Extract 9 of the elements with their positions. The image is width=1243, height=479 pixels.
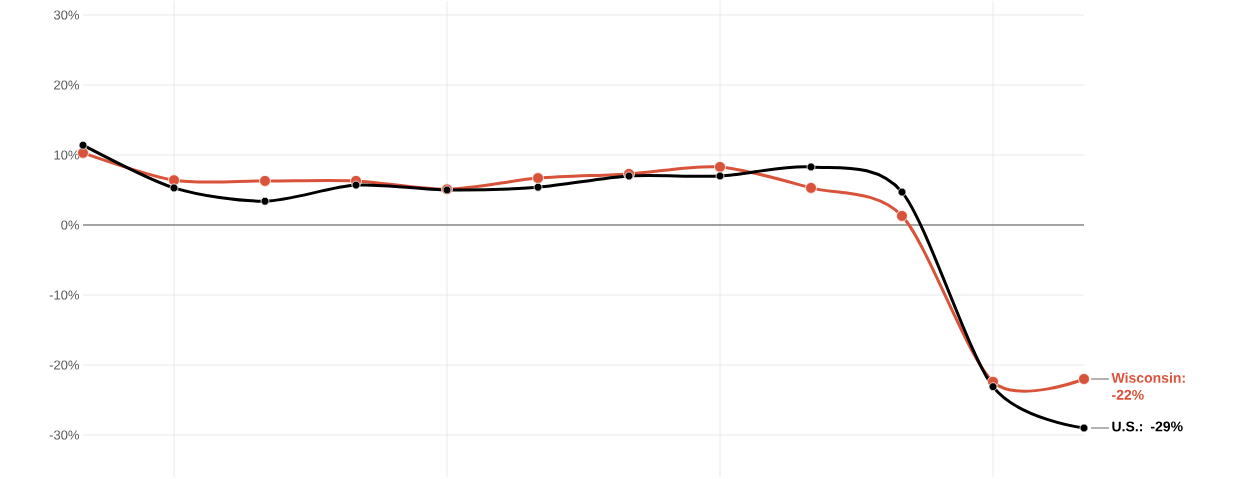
y-tick-label: 30% [53,10,80,20]
y-tick-label: -30% [49,430,80,440]
y-tick-label: 20% [54,80,80,90]
data-label: Wisconsin: -22% [1111,372,1185,400]
y-tick-label: -10% [49,290,80,300]
y-tick-label: -20% [49,360,80,370]
y-tick-label: 10% [54,150,80,160]
y-tick-label: 0% [61,220,80,230]
data-label: U.S.: -29% [1112,421,1183,432]
